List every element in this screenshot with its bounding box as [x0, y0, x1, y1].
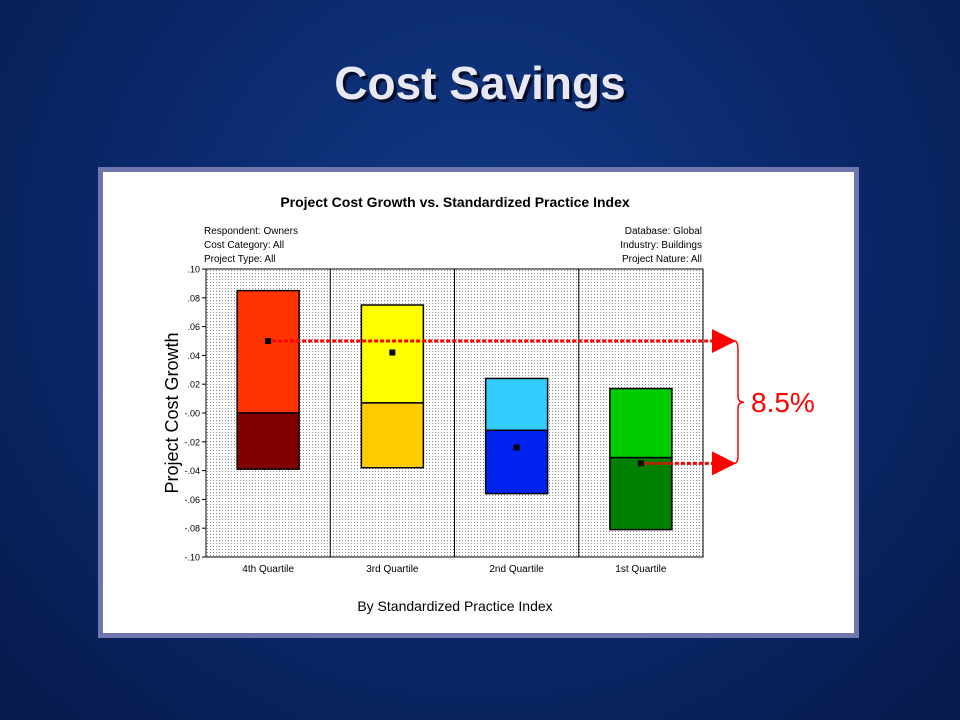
box-lower [609, 456, 673, 531]
x-tick-label: 1st Quartile [615, 564, 667, 575]
y-tick-label: .10 [187, 265, 200, 275]
box-upper [609, 387, 673, 459]
box-lower [360, 402, 425, 469]
x-tick-label: 3rd Quartile [366, 564, 419, 575]
info-left: Respondent: Owners Cost Category: All Pr… [204, 226, 298, 265]
y-tick-label: -.08 [184, 524, 200, 534]
mean-marker [513, 444, 520, 451]
mean-marker [265, 338, 272, 344]
y-tick-label: -.04 [184, 466, 200, 476]
mean-marker [389, 349, 396, 356]
y-tick-label: .08 [187, 293, 200, 303]
box-lower [484, 429, 549, 495]
info-left-line: Respondent: Owners [204, 226, 298, 237]
info-left-line: Project Type: All [204, 254, 276, 265]
y-tick-label: .04 [187, 351, 200, 361]
box-upper [236, 289, 300, 414]
x-tick-label: 4th Quartile [242, 564, 294, 575]
x-tick-label: 2nd Quartile [489, 564, 544, 575]
box-lower [236, 412, 300, 470]
y-tick-label: -.00 [184, 409, 200, 419]
info-right-line: Project Nature: All [622, 254, 702, 265]
y-tick-label: -.02 [184, 437, 200, 447]
y-tick-label: .02 [187, 380, 200, 390]
info-left-line: Cost Category: All [204, 240, 284, 251]
box-upper [484, 377, 549, 432]
y-axis-label: Project Cost Growth [162, 332, 182, 493]
y-tick-label: .06 [187, 322, 200, 332]
info-right: Database: Global Industry: Buildings Pro… [620, 226, 702, 265]
savings-annotation: 8.5% [272, 329, 815, 476]
savings-label: 8.5% [751, 387, 815, 418]
info-right-line: Industry: Buildings [620, 240, 702, 251]
y-tick-label: -.06 [184, 495, 200, 505]
x-axis-labels: 4th Quartile 3rd Quartile 2nd Quartile 1st … [242, 564, 667, 575]
quartile-dividers [329, 269, 580, 557]
boxes-group [236, 289, 673, 531]
y-axis-ticks: .10 .08 .06 .04 .02 -.00 -.02 -.04 -.06 -.08 -.10 [184, 265, 206, 563]
x-axis-label: By Standardized Practice Index [357, 598, 552, 614]
chart-title: Project Cost Growth vs. Standardized Pra… [280, 194, 630, 210]
savings-brace [733, 340, 745, 465]
info-right-line: Database: Global [625, 226, 702, 237]
slide-title: Cost Savings [334, 57, 626, 109]
mean-marker [637, 460, 644, 467]
y-tick-label: -.10 [184, 553, 200, 563]
